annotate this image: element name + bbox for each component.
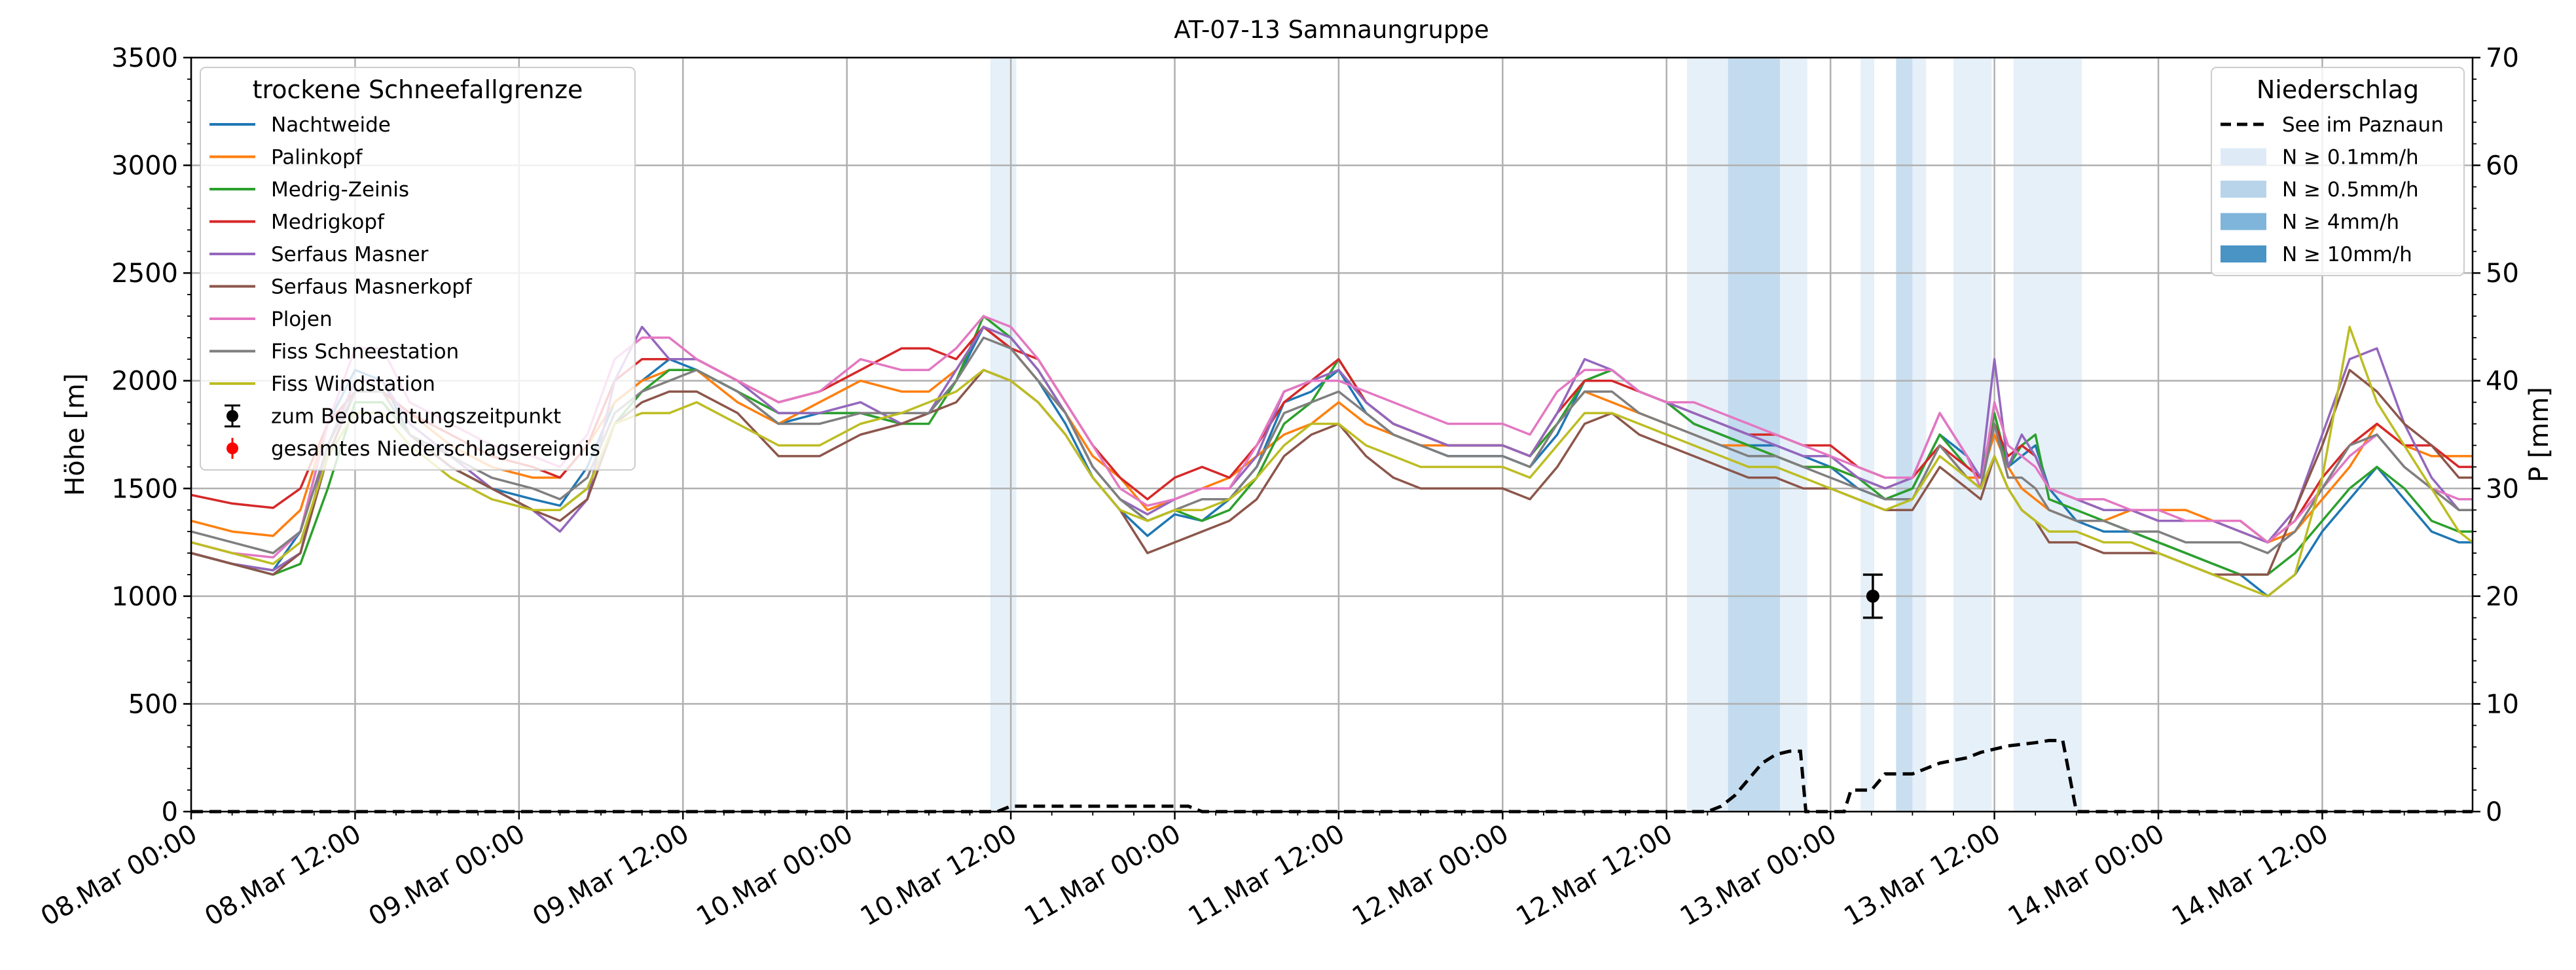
y2-tick-label: 10: [2486, 689, 2519, 719]
legend-right-label: See im Paznaun: [2282, 113, 2444, 137]
precip-band: [990, 58, 1017, 812]
precip-band: [1912, 58, 1927, 812]
y2-tick-label: 0: [2486, 797, 2502, 827]
y-axis-label: Höhe [m]: [60, 373, 90, 495]
legend-left-label: Nachtweide: [271, 113, 391, 137]
legend-left-swatch: [227, 410, 238, 422]
legend-left-swatch: [227, 442, 238, 454]
y-tick-label: 0: [162, 797, 178, 827]
legend-left-label: Fiss Windstation: [271, 372, 435, 396]
y-tick-label: 3500: [111, 43, 178, 73]
legend-right-label: N ≥ 4mm/h: [2282, 211, 2399, 234]
legend-left-label: Fiss Schneestation: [271, 340, 459, 364]
legend-right-label: N ≥ 0.5mm/h: [2282, 178, 2419, 202]
precipitation-line-layer: [191, 738, 2473, 814]
y-tick-label: 1500: [111, 474, 178, 504]
y-tick-label: 2500: [111, 259, 178, 289]
y2-axis-label: P [mm]: [2524, 387, 2554, 482]
chart-title: AT-07-13 Samnaungruppe: [1174, 16, 1489, 44]
y-tick-label: 3000: [111, 151, 178, 181]
legend-right-entries: See im Paznaun N ≥ 0.1mm/h N ≥ 0.5mm/h N ≥ …: [2221, 113, 2444, 266]
precip-band: [1860, 58, 1874, 812]
y2-tick-label: 60: [2486, 151, 2519, 181]
precip-band: [1896, 58, 1913, 812]
legend-right-swatch: [2221, 148, 2266, 166]
y-tick-label: 500: [128, 689, 178, 719]
legend-left-label: Medrigkopf: [271, 211, 385, 234]
series-line-see-im-paznaun: [191, 738, 2473, 814]
legend-left-label: Plojen: [271, 308, 333, 331]
legend-left-label: zum Beobachtungszeitpunkt: [271, 405, 561, 429]
precipitation-bands: [990, 58, 2082, 812]
legend-right-box: [2211, 67, 2465, 276]
y-tick-label: 2000: [111, 367, 178, 397]
legend-left: trockene Schneefallgrenze Nachtweide Pali…: [200, 67, 636, 471]
legend-right-swatch: [2221, 181, 2266, 198]
legend-left-label: Medrig-Zeinis: [271, 178, 409, 202]
precip-band: [2013, 58, 2082, 812]
y-tick-label: 1000: [111, 582, 178, 612]
y2-tick-label: 30: [2486, 474, 2519, 504]
legend-right-label: N ≥ 10mm/h: [2282, 243, 2412, 266]
legend-right-swatch: [2221, 213, 2266, 230]
legend-right-label: N ≥ 0.1mm/h: [2282, 146, 2419, 170]
left-axis-ticks: 0 500 1000 1500 2000 2500 3000 3500: [111, 43, 191, 827]
legend-left-label: gesamtes Niederschlagsereignis: [271, 437, 600, 461]
y2-tick-label: 50: [2486, 259, 2519, 289]
legend-left-label: Palinkopf: [271, 146, 363, 170]
legend-left-box: [200, 67, 636, 471]
observation-layer: [1862, 573, 1883, 619]
legend-right-swatch: [2221, 245, 2266, 262]
right-axis-ticks: 0 10 20 30 40 50 60 70: [2473, 43, 2519, 827]
legend-left-label: Serfaus Masner: [271, 243, 429, 266]
observation-point: [1866, 589, 1879, 603]
legend-left-label: Serfaus Masnerkopf: [271, 276, 473, 299]
y2-tick-label: 20: [2486, 582, 2519, 612]
legend-right: Niederschlag See im Paznaun N ≥ 0.1mm/h N …: [2211, 67, 2465, 276]
legend-right-title: Niederschlag: [2257, 75, 2419, 104]
plot-frame: [190, 56, 2474, 813]
legend-left-entries: Nachtweide Palinkopf Medrig-Zeinis Medrigko…: [209, 113, 600, 461]
legend-left-title: trockene Schneefallgrenze: [253, 75, 583, 104]
y2-tick-label: 40: [2486, 367, 2519, 397]
y2-tick-label: 70: [2486, 43, 2519, 73]
